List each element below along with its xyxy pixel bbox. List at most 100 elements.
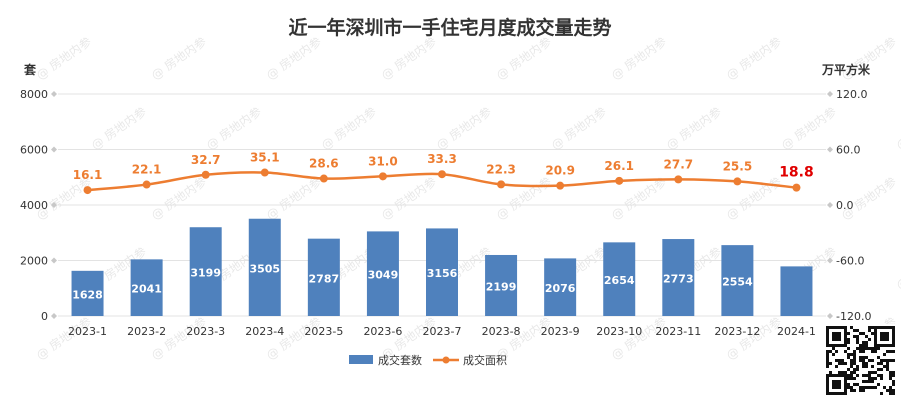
- qr-module: [871, 377, 874, 380]
- qr-module: [856, 365, 859, 368]
- qr-module: [847, 338, 850, 341]
- qr-module: [865, 347, 868, 350]
- qr-code-image: [824, 324, 897, 397]
- qr-module: [865, 362, 868, 365]
- qr-module: [889, 359, 892, 362]
- x-tick-label: 2023-3: [186, 325, 225, 338]
- qr-module: [850, 326, 853, 329]
- qr-module: [877, 362, 880, 365]
- qr-module: [859, 359, 862, 362]
- qr-module: [889, 374, 892, 377]
- qr-module: [868, 359, 871, 362]
- line-point: [260, 168, 269, 177]
- qr-module: [868, 347, 871, 350]
- bar-value-label: 1788: [777, 245, 816, 261]
- bar-value-label: 3199: [190, 267, 221, 280]
- qr-module: [874, 371, 877, 374]
- qr-module: [850, 374, 853, 377]
- qr-module: [838, 362, 841, 365]
- x-tick-label: 2023-6: [363, 325, 402, 338]
- line-labels: 16.1 22.1 32.7 35.1 28.6 31.0 33.3 22.3 20.9 26.1…: [73, 151, 814, 183]
- bar-value-label: 2654: [604, 274, 635, 287]
- watermark-text: @ 房地内参: [148, 174, 209, 223]
- watermark-text: @ 房地内参: [148, 34, 209, 83]
- bar-series: [71, 218, 813, 316]
- bar-value-label: 2554: [722, 276, 753, 289]
- bar: [603, 242, 636, 316]
- qr-module: [853, 368, 856, 371]
- bar: [248, 218, 281, 316]
- qr-module: [853, 371, 856, 374]
- qr-module: [856, 329, 859, 332]
- qr-module: [880, 374, 883, 377]
- qr-module: [862, 380, 865, 383]
- watermark-text: @ 房地内参: [838, 174, 899, 223]
- bar: [189, 227, 222, 316]
- qr-module: [880, 392, 883, 395]
- qr-module: [838, 359, 841, 362]
- qr-module: [859, 386, 862, 389]
- qr-module: [850, 362, 853, 365]
- right-tick-marker: [827, 313, 833, 319]
- left-tick-marker: [51, 146, 57, 153]
- qr-module: [859, 350, 862, 353]
- x-tick-label: 2023-8: [482, 325, 521, 338]
- watermark-text: @ 房地内参: [778, 104, 839, 153]
- qr-module: [850, 353, 853, 356]
- left-tick-marker: [51, 202, 57, 208]
- legend-bar-label: 成交套数: [378, 353, 422, 367]
- qr-module: [853, 377, 856, 380]
- qr-module: [826, 353, 829, 356]
- watermark-text: @ 房地内参: [88, 104, 149, 153]
- line-point: [733, 177, 742, 186]
- x-tick-label: 2023-4: [245, 325, 284, 338]
- qr-module: [826, 365, 829, 368]
- legend-line-label: 成交面积: [463, 353, 507, 367]
- qr-module: [859, 356, 862, 359]
- line-point: [83, 186, 92, 195]
- qr-module: [844, 362, 847, 365]
- qr-module: [853, 389, 856, 392]
- bar-value-label: 3049: [368, 269, 399, 282]
- qr-module: [850, 365, 853, 368]
- qr-module: [865, 386, 868, 389]
- qr-module: [853, 383, 856, 386]
- left-tick-label: 0: [41, 310, 48, 323]
- x-tick-label: 2023-10: [596, 325, 642, 338]
- qr-module: [862, 332, 865, 335]
- qr-module: [874, 377, 877, 380]
- qr-module: [889, 386, 892, 389]
- qr-module: [892, 383, 895, 386]
- line-point: [378, 172, 387, 181]
- right-axis-unit: 万平方米: [821, 62, 871, 77]
- qr-module: [850, 377, 853, 380]
- qr-module: [841, 362, 844, 365]
- qr-module: [853, 359, 856, 362]
- line-point: [319, 174, 328, 183]
- qr-module: [844, 371, 847, 374]
- qr-module: [871, 350, 874, 353]
- watermark-text: @ 房地内参: [318, 104, 379, 153]
- right-tick-marker: [827, 257, 833, 264]
- x-tick-label: 2023-12: [714, 325, 760, 338]
- line-point: [438, 170, 446, 179]
- qr-module: [841, 371, 844, 374]
- bar-value-label: 3156: [427, 267, 458, 280]
- bar-value-label: 1628: [72, 288, 103, 301]
- qr-module: [847, 383, 850, 386]
- qr-module: [868, 380, 871, 383]
- qr-module: [847, 386, 850, 389]
- line-point: [792, 183, 801, 192]
- qr-module: [868, 386, 871, 389]
- qr-module: [853, 350, 856, 353]
- qr-module: [841, 359, 844, 362]
- qr-module: [862, 344, 865, 347]
- qr-finder-outer: [874, 326, 895, 347]
- qr-module: [862, 350, 865, 353]
- qr-finder-inner: [832, 380, 841, 389]
- left-tick-label: 4000: [20, 199, 48, 212]
- line-point: [556, 181, 565, 190]
- qr-module: [886, 350, 889, 353]
- qr-module: [850, 389, 853, 392]
